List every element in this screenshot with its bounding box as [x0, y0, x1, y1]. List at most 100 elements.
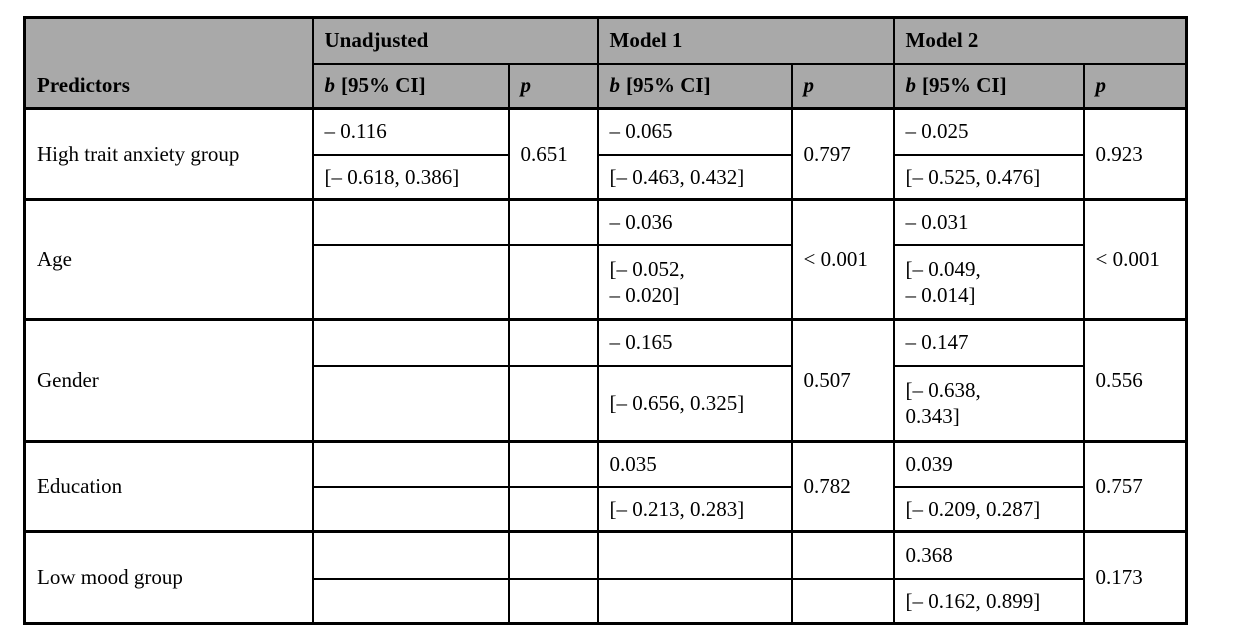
ci-line: [– 0.525, 0.476] — [905, 164, 1041, 189]
ci-label: [95% CI] — [341, 73, 426, 98]
ci-line: [– 0.463, 0.432] — [609, 164, 745, 189]
predictor-cell: Low mood group — [23, 530, 314, 625]
header-row-subheads: b [95% CI] p b [95% CI] p b [95% CI] p — [25, 62, 1188, 110]
model2-p-cell: 0.173 — [1082, 530, 1188, 625]
model1-b-cell — [596, 530, 793, 580]
model1-b-cell: – 0.065 — [596, 107, 793, 156]
model1-p-cell-empty — [790, 530, 895, 580]
ci-line: [– 0.213, 0.283] — [609, 496, 745, 521]
model1-b-cell: 0.035 — [596, 440, 793, 488]
row-low-mood-top: Low mood group 0.368 0.173 — [23, 530, 1188, 625]
model2-ci-cell: [– 0.638, 0.343] — [892, 364, 1085, 443]
ci-line: – 0.014] — [905, 282, 976, 307]
ci-line: [– 0.049, — [905, 256, 981, 281]
predictor-cell: High trait anxiety group — [23, 107, 314, 201]
model2-p-cell: 0.923 — [1082, 107, 1188, 201]
group-header-model1: Model 1 — [596, 16, 895, 65]
unadjusted-b-cell — [311, 318, 510, 367]
model1-p-cell: 0.797 — [790, 107, 895, 201]
subhead-model1-p: p — [790, 62, 895, 110]
p-symbol: p — [1095, 73, 1107, 98]
ci-line: [– 0.052, — [609, 256, 685, 281]
unadjusted-p-cell-empty — [507, 577, 599, 625]
row-high-trait-anxiety-top: High trait anxiety group – 0.116 0.651 –… — [23, 107, 1188, 201]
predictor-cell: Age — [23, 198, 314, 321]
predictor-cell: Gender — [23, 318, 314, 443]
model2-ci-cell: [– 0.209, 0.287] — [892, 485, 1085, 533]
ci-line: [– 0.638, — [905, 378, 981, 403]
row-age-top: Age – 0.036 < 0.001 – 0.031 < 0.001 — [23, 198, 1188, 321]
model2-p-cell: < 0.001 — [1082, 198, 1188, 321]
model1-ci-cell: [– 0.656, 0.325] — [596, 364, 793, 443]
row-education-bottom: [– 0.213, 0.283] [– 0.209, 0.287] — [25, 485, 1187, 533]
model1-ci-cell: [– 0.052, – 0.020] — [596, 243, 793, 321]
model2-b-cell: – 0.031 — [892, 198, 1085, 246]
unadjusted-p-cell-empty — [507, 440, 599, 488]
model2-b-cell: 0.368 — [892, 530, 1085, 580]
subhead-model2-p: p — [1082, 62, 1188, 110]
ci-line: [– 0.656, 0.325] — [609, 391, 745, 416]
regression-table: Predictors Unadjusted Model 1 Model 2 b[… — [23, 16, 1188, 625]
subhead-unadjusted-b-ci: b [95% CI] — [311, 62, 510, 110]
model2-ci-cell: [– 0.049, – 0.014] — [892, 243, 1085, 321]
model1-b-cell: – 0.036 — [596, 198, 793, 246]
model1-p-cell-empty — [790, 577, 895, 625]
unadjusted-ci-cell — [311, 243, 510, 321]
row-age-bottom: [– 0.052, – 0.020] [– 0.049, – 0.014] — [25, 243, 1187, 321]
unadjusted-ci-cell — [311, 485, 510, 533]
model1-ci-cell: [– 0.463, 0.432] — [596, 153, 793, 201]
header-row-groups: Predictors Unadjusted Model 1 Model 2 — [23, 16, 1188, 110]
unadjusted-b-cell — [311, 440, 510, 488]
model2-p-cell: 0.556 — [1082, 318, 1188, 443]
ci-line: 0.343] — [905, 404, 960, 429]
unadjusted-ci-cell — [311, 364, 510, 443]
subhead-model1-b-ci: b [95% CI] — [596, 62, 793, 110]
model1-b-cell: – 0.165 — [596, 318, 793, 367]
ci-line: [– 0.209, 0.287] — [905, 496, 1041, 521]
model2-b-cell: – 0.147 — [892, 318, 1085, 367]
unadjusted-p-cell-empty — [507, 364, 599, 443]
predictor-cell: Education — [23, 440, 314, 533]
row-high-trait-anxiety-bottom: [– 0.618, 0.386] [– 0.463, 0.432] [– 0.5… — [25, 153, 1187, 201]
p-symbol: p — [520, 73, 532, 98]
group-header-unadjusted: Unadjusted — [311, 16, 599, 65]
b-symbol: b — [324, 73, 336, 98]
subhead-unadjusted-p: p — [507, 62, 599, 110]
row-low-mood-bottom: [– 0.162, 0.899] — [25, 577, 1187, 625]
unadjusted-p-cell-empty — [507, 530, 599, 580]
unadjusted-b-cell: – 0.116 — [311, 107, 510, 156]
unadjusted-b-cell — [311, 530, 510, 580]
ci-line: [– 0.162, 0.899] — [905, 588, 1041, 613]
unadjusted-p-cell-empty — [507, 243, 599, 321]
ci-line: [– 0.618, 0.386] — [324, 164, 460, 189]
row-gender-bottom: [– 0.656, 0.325] [– 0.638, 0.343] — [25, 364, 1187, 443]
model2-b-cell: 0.039 — [892, 440, 1085, 488]
unadjusted-p-cell-empty — [507, 485, 599, 533]
model2-ci-cell: [– 0.162, 0.899] — [892, 577, 1085, 625]
model1-p-cell: 0.782 — [790, 440, 895, 533]
model1-ci-cell — [596, 577, 793, 625]
unadjusted-p-cell: 0.651 — [507, 107, 599, 201]
ci-label: [95% CI] — [626, 73, 711, 98]
ci-line: – 0.020] — [609, 282, 680, 307]
unadjusted-ci-cell: [– 0.618, 0.386] — [311, 153, 510, 201]
unadjusted-b-cell — [311, 198, 510, 246]
b-symbol: b — [905, 73, 917, 98]
subhead-model2-b-ci: b [95% CI] — [892, 62, 1085, 110]
p-symbol: p — [803, 73, 815, 98]
model1-p-cell: 0.507 — [790, 318, 895, 443]
predictors-header-cell: Predictors — [23, 16, 314, 110]
b-symbol: b — [609, 73, 621, 98]
ci-label: [95% CI] — [922, 73, 1007, 98]
row-education-top: Education 0.035 0.782 0.039 0.757 — [23, 440, 1188, 533]
model1-ci-cell: [– 0.213, 0.283] — [596, 485, 793, 533]
model2-ci-cell: [– 0.525, 0.476] — [892, 153, 1085, 201]
model2-p-cell: 0.757 — [1082, 440, 1188, 533]
group-header-model2: Model 2 — [892, 16, 1188, 65]
unadjusted-p-cell-empty — [507, 198, 599, 246]
model2-b-cell: – 0.025 — [892, 107, 1085, 156]
unadjusted-ci-cell — [311, 577, 510, 625]
model1-p-cell: < 0.001 — [790, 198, 895, 321]
row-gender-top: Gender – 0.165 0.507 – 0.147 0.556 — [23, 318, 1188, 443]
unadjusted-p-cell-empty — [507, 318, 599, 367]
